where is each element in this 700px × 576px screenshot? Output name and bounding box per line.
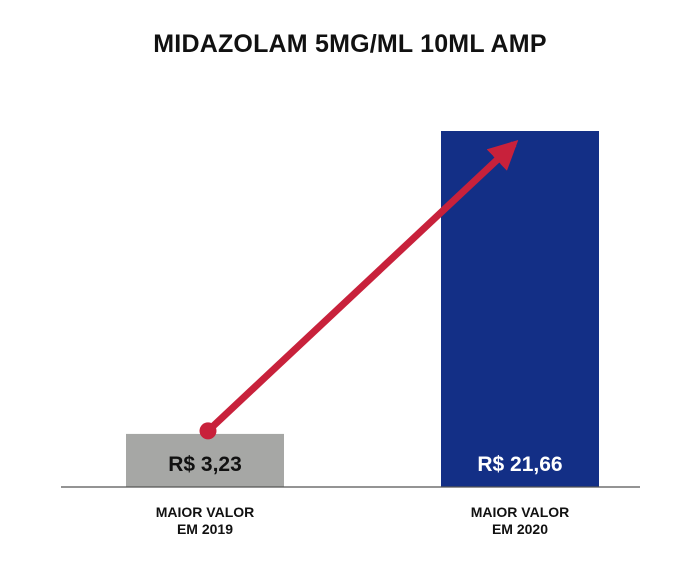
- category-label-2-line-2: EM 2020: [492, 521, 548, 537]
- category-label-2-line-1: MAIOR VALOR: [471, 504, 570, 520]
- bar-1: [126, 433, 284, 487]
- trend-arrow: [199, 139, 519, 440]
- value-label-1: R$ 3,23: [168, 453, 242, 476]
- arrow-line: [205, 139, 519, 434]
- category-label-1-line-2: EM 2019: [177, 521, 233, 537]
- value-label-2: R$ 21,66: [477, 453, 562, 476]
- chart-title: MIDAZOLAM 5MG/ML 10ML AMP: [153, 30, 547, 58]
- category-label-1-line-1: MAIOR VALOR: [156, 504, 255, 520]
- bars-layer: [126, 131, 599, 487]
- bar-2: [441, 131, 599, 487]
